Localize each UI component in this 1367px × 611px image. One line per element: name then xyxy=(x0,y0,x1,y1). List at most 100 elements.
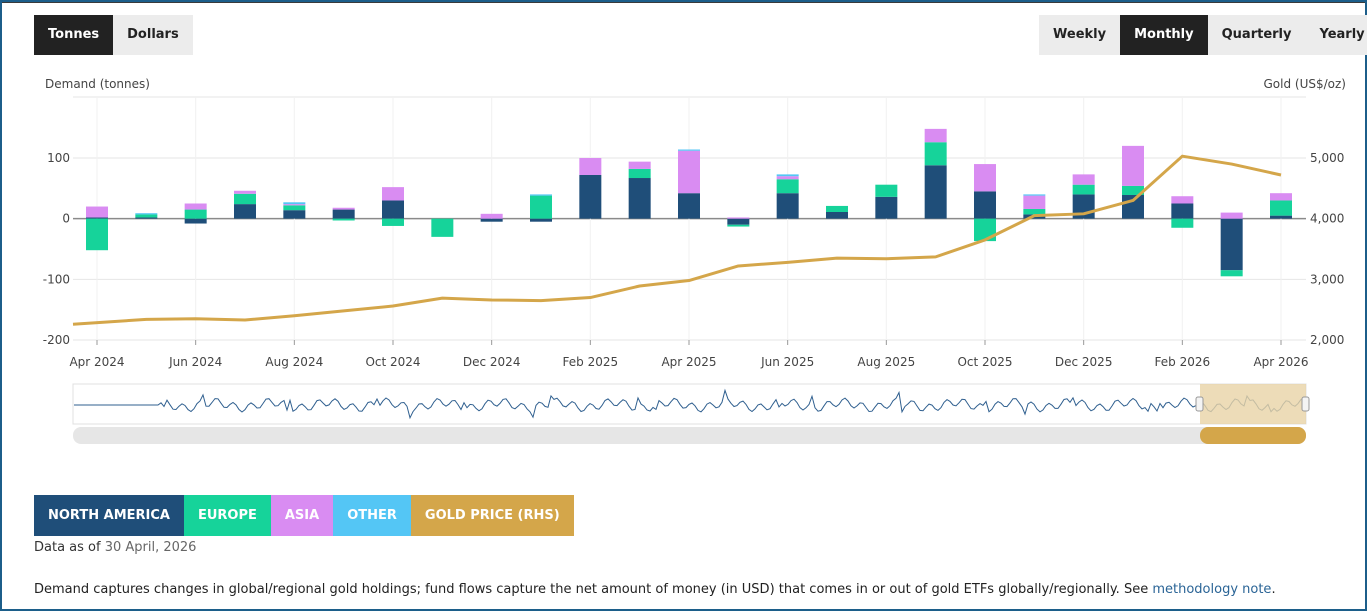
x-tick-label: Feb 2026 xyxy=(1155,355,1211,369)
navigator-right-handle xyxy=(1301,396,1310,412)
bar-other xyxy=(283,202,306,205)
bar-north-america xyxy=(875,196,898,219)
bar-other xyxy=(678,149,700,151)
bar-asia xyxy=(1072,174,1095,185)
bar-europe xyxy=(283,205,306,211)
data-as-of-prefix: Data as of xyxy=(34,540,101,555)
bar-north-america xyxy=(332,209,355,219)
bar-europe xyxy=(628,168,651,179)
line-layer xyxy=(72,154,1282,326)
navigator-left-handle xyxy=(1195,396,1204,412)
bar-asia xyxy=(480,213,503,219)
legend-asia[interactable]: ASIA xyxy=(270,495,334,536)
bar-asia xyxy=(1220,212,1243,219)
bar-north-america xyxy=(1220,218,1243,271)
bar-europe xyxy=(1072,184,1095,195)
bar-europe xyxy=(1122,185,1144,196)
navigator-series xyxy=(74,388,1305,420)
bar-north-america xyxy=(530,218,552,222)
bar-europe xyxy=(382,218,404,226)
bar-europe xyxy=(875,184,898,197)
axes-layer: Demand (tonnes) Gold (US$/oz) 100 0 -100 -200… xyxy=(43,77,1346,369)
x-tick-label: Jun 2024 xyxy=(168,355,222,369)
bar-asia xyxy=(678,150,700,194)
right-tick-label: 3,000 xyxy=(1310,272,1344,286)
bar-asia xyxy=(1122,145,1144,186)
bar-europe xyxy=(1220,270,1243,277)
quarterly-button[interactable]: Quarterly xyxy=(1207,15,1306,55)
x-tick-label: Oct 2024 xyxy=(365,355,420,369)
bar-asia xyxy=(579,158,602,175)
bar-asia xyxy=(283,204,306,206)
left-tick-label: -200 xyxy=(43,333,70,347)
weekly-button[interactable]: Weekly xyxy=(1039,15,1121,55)
frequency-toggle: Weekly Monthly Quarterly Yearly xyxy=(1039,15,1367,55)
bar-north-america xyxy=(974,191,996,219)
x-tick-label: Dec 2025 xyxy=(1055,355,1113,369)
bar-asia xyxy=(1171,196,1194,204)
bar-north-america xyxy=(826,211,848,219)
bar-europe xyxy=(431,218,454,237)
bar-asia xyxy=(1270,193,1292,201)
footnote: Demand captures changes in global/region… xyxy=(34,582,1276,597)
x-tick-label: Apr 2025 xyxy=(661,355,716,369)
x-tick-label: Dec 2024 xyxy=(463,355,521,369)
bar-europe xyxy=(86,218,108,251)
legend-europe[interactable]: EUROPE xyxy=(183,495,271,536)
bar-north-america xyxy=(480,218,503,222)
left-tick-label: 100 xyxy=(47,151,70,165)
bar-europe xyxy=(332,218,355,221)
bar-europe xyxy=(1171,218,1194,228)
bar-north-america xyxy=(678,193,700,219)
bar-asia xyxy=(727,217,750,219)
bar-north-america xyxy=(628,178,651,219)
legend: NORTH AMERICA EUROPE ASIA OTHER GOLD PRI… xyxy=(34,495,574,536)
bar-north-america xyxy=(184,218,207,224)
bar-asia xyxy=(628,161,651,169)
bar-asia xyxy=(184,203,207,210)
navigator-scrollbar-track xyxy=(73,427,1306,444)
bar-north-america xyxy=(86,217,108,219)
bar-asia xyxy=(974,164,996,192)
navigator-scrollbar-thumb xyxy=(1200,427,1306,444)
tonnes-button[interactable]: Tonnes xyxy=(34,15,114,55)
bar-europe xyxy=(135,214,158,218)
bar-other xyxy=(135,213,158,215)
bar-asia xyxy=(924,128,947,143)
bar-north-america xyxy=(924,165,947,219)
data-as-of: Data as of 30 April, 2026 xyxy=(34,540,196,555)
bar-europe xyxy=(924,142,947,166)
navigator-layer xyxy=(72,383,1310,444)
bar-asia xyxy=(776,176,799,180)
bar-north-america xyxy=(234,204,256,219)
navigator-selection xyxy=(1200,384,1306,424)
monthly-button[interactable]: Monthly xyxy=(1120,15,1208,55)
bar-europe xyxy=(826,205,848,212)
right-tick-label: 2,000 xyxy=(1310,333,1344,347)
bar-europe xyxy=(234,193,256,205)
bar-asia xyxy=(234,190,256,194)
left-tick-label: 0 xyxy=(62,212,70,226)
legend-other[interactable]: OTHER xyxy=(333,495,411,536)
right-tick-label: 4,000 xyxy=(1310,212,1344,226)
bar-europe xyxy=(530,195,552,219)
x-tick-label: Feb 2025 xyxy=(563,355,619,369)
dollars-button[interactable]: Dollars xyxy=(113,15,193,55)
x-tick-label: Jun 2025 xyxy=(760,355,814,369)
bar-asia xyxy=(1023,195,1046,209)
footnote-suffix: . xyxy=(1271,582,1276,597)
bar-north-america xyxy=(1171,203,1194,219)
bar-north-america xyxy=(382,200,404,219)
gold-price-line xyxy=(72,154,1282,326)
bar-north-america xyxy=(135,217,158,219)
bar-europe xyxy=(184,209,207,219)
unit-toggle: Tonnes Dollars xyxy=(34,15,193,55)
legend-gold-price[interactable]: GOLD PRICE (RHS) xyxy=(410,495,574,536)
bar-asia xyxy=(332,207,355,210)
yearly-button[interactable]: Yearly xyxy=(1305,15,1367,55)
legend-north-america[interactable]: NORTH AMERICA xyxy=(34,495,184,536)
bar-other xyxy=(530,194,552,196)
bar-asia xyxy=(382,187,404,201)
methodology-note-link[interactable]: methodology note xyxy=(1152,582,1272,597)
